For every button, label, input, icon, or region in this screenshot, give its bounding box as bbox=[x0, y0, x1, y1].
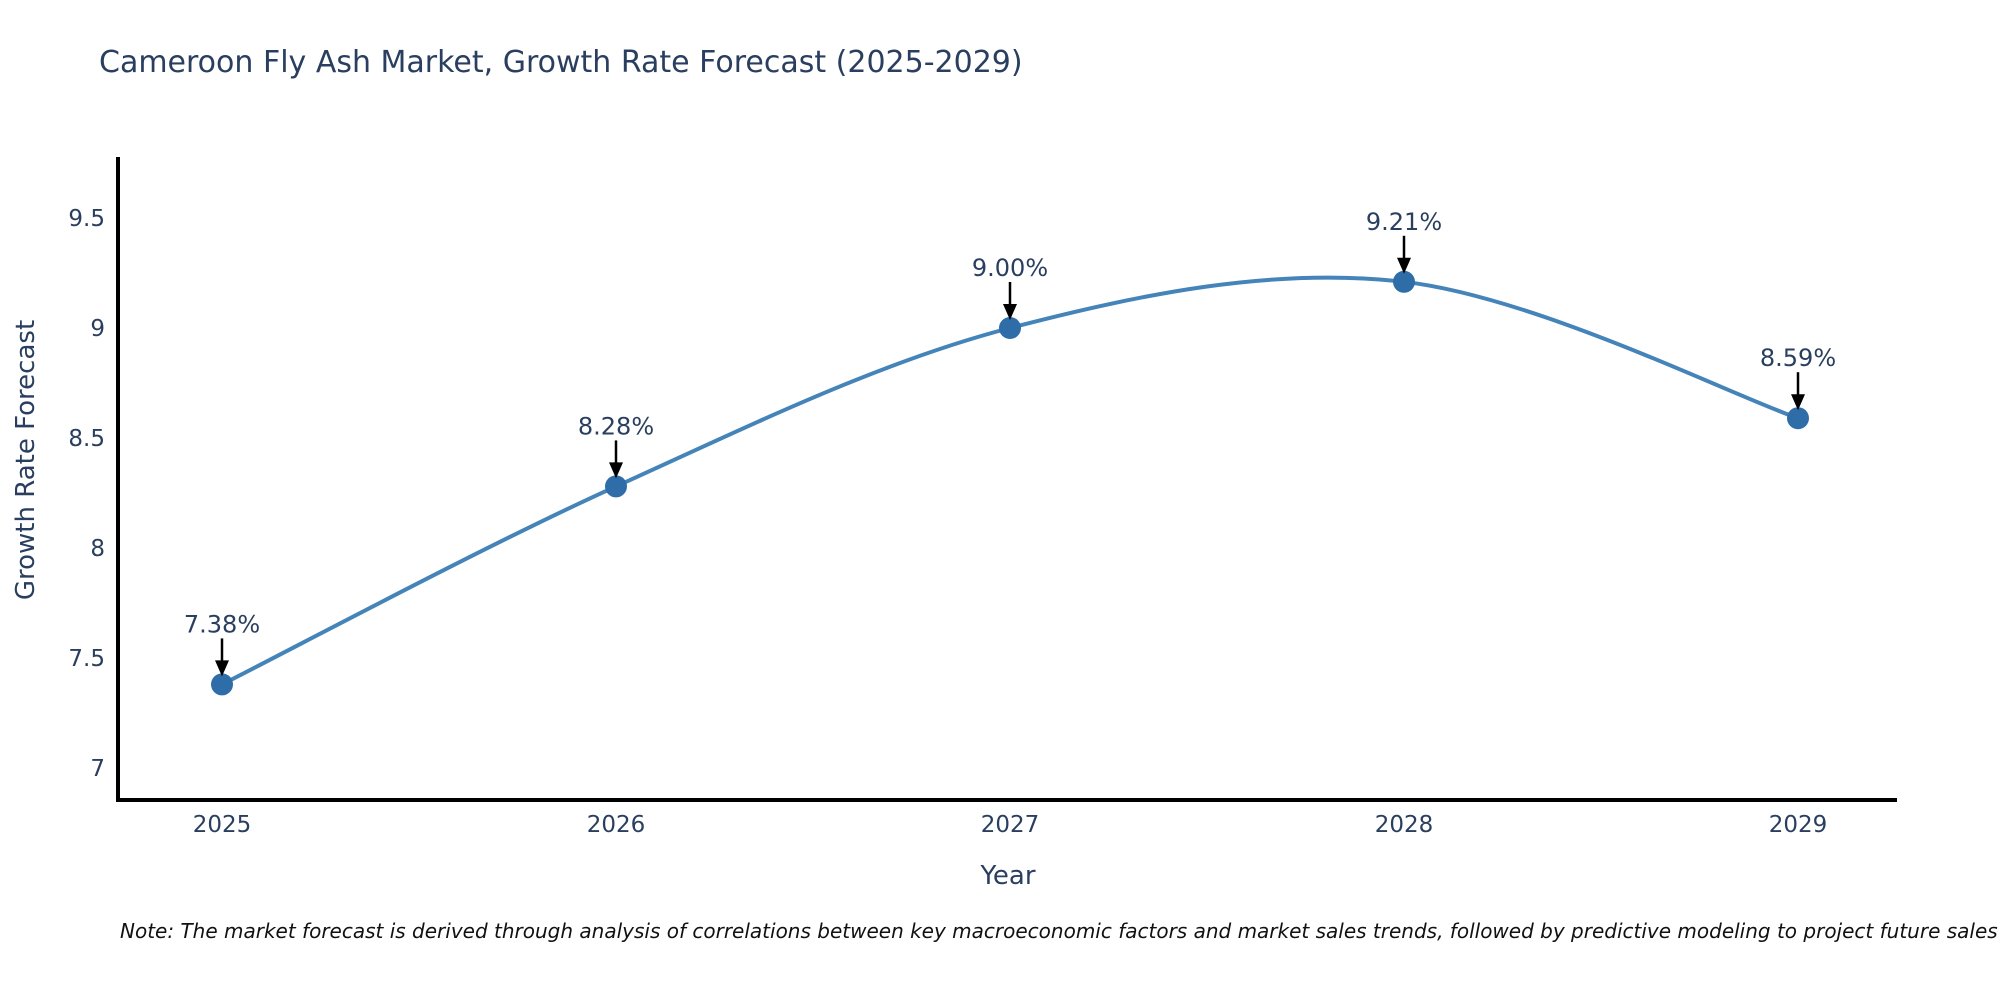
annotation-arrowhead bbox=[1791, 394, 1805, 411]
x-tick-labels: 2025 2026 2027 2028 2029 bbox=[193, 812, 1828, 838]
x-tick-label: 2025 bbox=[193, 812, 252, 838]
annotation-arrowhead bbox=[609, 462, 623, 479]
data-point-marker bbox=[999, 317, 1021, 339]
y-tick-label: 8 bbox=[90, 536, 105, 562]
annotation-label: 8.59% bbox=[1760, 344, 1836, 372]
y-tick-label: 9 bbox=[90, 316, 105, 342]
annotation-arrowhead bbox=[1003, 304, 1017, 320]
x-tick-label: 2027 bbox=[981, 812, 1040, 838]
x-tick-label: 2026 bbox=[587, 812, 646, 838]
data-point-marker bbox=[1787, 407, 1809, 430]
y-axis-title: Growth Rate Forecast bbox=[11, 320, 41, 600]
annotation-label: 7.38% bbox=[184, 610, 260, 638]
data-point-markers bbox=[211, 270, 1809, 696]
y-tick-label: 7 bbox=[90, 756, 105, 782]
x-tick-label: 2029 bbox=[1769, 812, 1828, 838]
x-axis-title: Year bbox=[979, 861, 1035, 891]
annotation-arrowhead bbox=[215, 660, 229, 677]
y-tick-label: 7.5 bbox=[68, 646, 105, 672]
data-point-marker bbox=[211, 673, 233, 696]
axis-lines bbox=[116, 157, 1897, 802]
chart-title: Cameroon Fly Ash Market, Growth Rate For… bbox=[99, 45, 1023, 80]
data-point-annotations: 7.38% 8.28% 9.00% 9.21% 8.59% bbox=[184, 208, 1836, 677]
data-point-marker bbox=[1393, 270, 1415, 293]
data-point-marker bbox=[605, 475, 627, 498]
y-tick-label: 8.5 bbox=[68, 426, 105, 452]
footnote: Note: The market forecast is derived thr… bbox=[120, 919, 1998, 943]
annotation-label: 9.21% bbox=[1366, 208, 1442, 236]
y-tick-label: 9.5 bbox=[68, 206, 105, 232]
annotation-arrowhead bbox=[1397, 257, 1411, 274]
y-tick-labels: 9.5 9 8.5 8 7.5 7 bbox=[68, 206, 105, 782]
x-tick-label: 2028 bbox=[1375, 812, 1434, 838]
annotation-label: 8.28% bbox=[578, 412, 654, 440]
annotation-label: 9.00% bbox=[972, 254, 1048, 282]
